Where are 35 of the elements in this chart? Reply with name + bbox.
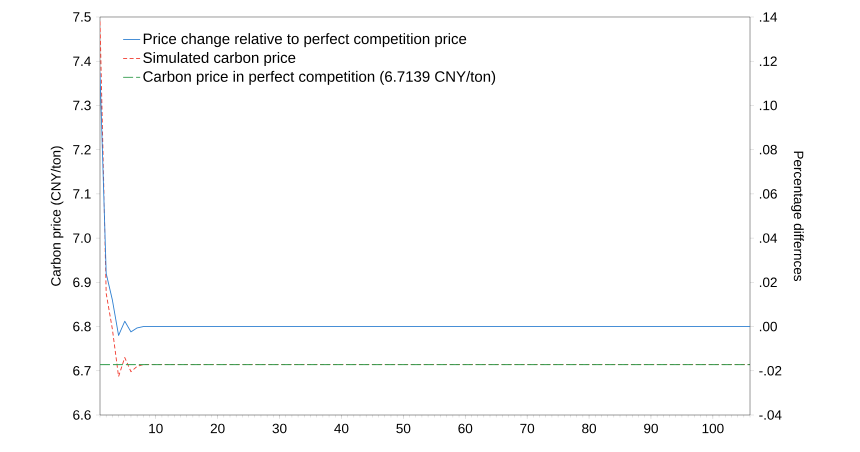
y-tick-label: 7.1 xyxy=(73,189,91,199)
y2-tick-label: .12 xyxy=(760,56,777,66)
y-tick-label: 6.7 xyxy=(73,366,91,376)
y2-tick-label: .00 xyxy=(760,322,777,332)
y2-tick-label: .04 xyxy=(760,233,778,243)
legend-label: Simulated carbon price xyxy=(143,52,296,66)
x-tick-label: 80 xyxy=(582,424,596,434)
x-tick-label: 70 xyxy=(520,424,534,434)
y2-tick-label: .08 xyxy=(760,144,777,154)
x-tick-label: 20 xyxy=(210,424,225,434)
legend-label: Price change relative to perfect competition price xyxy=(144,33,466,48)
x-tick-label: 60 xyxy=(458,424,472,434)
y2-tick-label: .10 xyxy=(760,100,777,110)
y-tick-label: 6.8 xyxy=(73,322,91,332)
x-tick-label: 100 xyxy=(702,424,724,434)
y2-axis-title: Percentage differnces xyxy=(791,152,804,282)
x-tick-label: 40 xyxy=(334,424,348,434)
x-tick-label: 30 xyxy=(272,424,287,434)
y-tick-label: 7.0 xyxy=(73,233,91,243)
y-tick-label: 7.2 xyxy=(73,144,91,154)
y2-tick-label: -.02 xyxy=(759,366,782,376)
y-tick-label: 6.9 xyxy=(73,278,91,288)
y2-tick-label: .14 xyxy=(760,12,778,22)
y-tick-label: 7.3 xyxy=(73,100,91,110)
y-tick-label: 6.6 xyxy=(73,410,91,420)
x-tick-label: 90 xyxy=(644,424,658,434)
y2-tick-label: .02 xyxy=(760,278,777,288)
x-tick-label: 50 xyxy=(396,424,410,434)
legend-label: Carbon price in perfect competition (6.7139 CNY/ton) xyxy=(143,70,496,85)
y2-tick-label: -.04 xyxy=(759,410,782,420)
y-tick-label: 7.5 xyxy=(73,12,91,22)
y-tick-label: 7.4 xyxy=(73,56,91,66)
y2-tick-label: .06 xyxy=(760,189,777,199)
y-axis-title: Carbon price (CNY/ton) xyxy=(50,146,64,286)
x-tick-label: 10 xyxy=(149,424,163,434)
